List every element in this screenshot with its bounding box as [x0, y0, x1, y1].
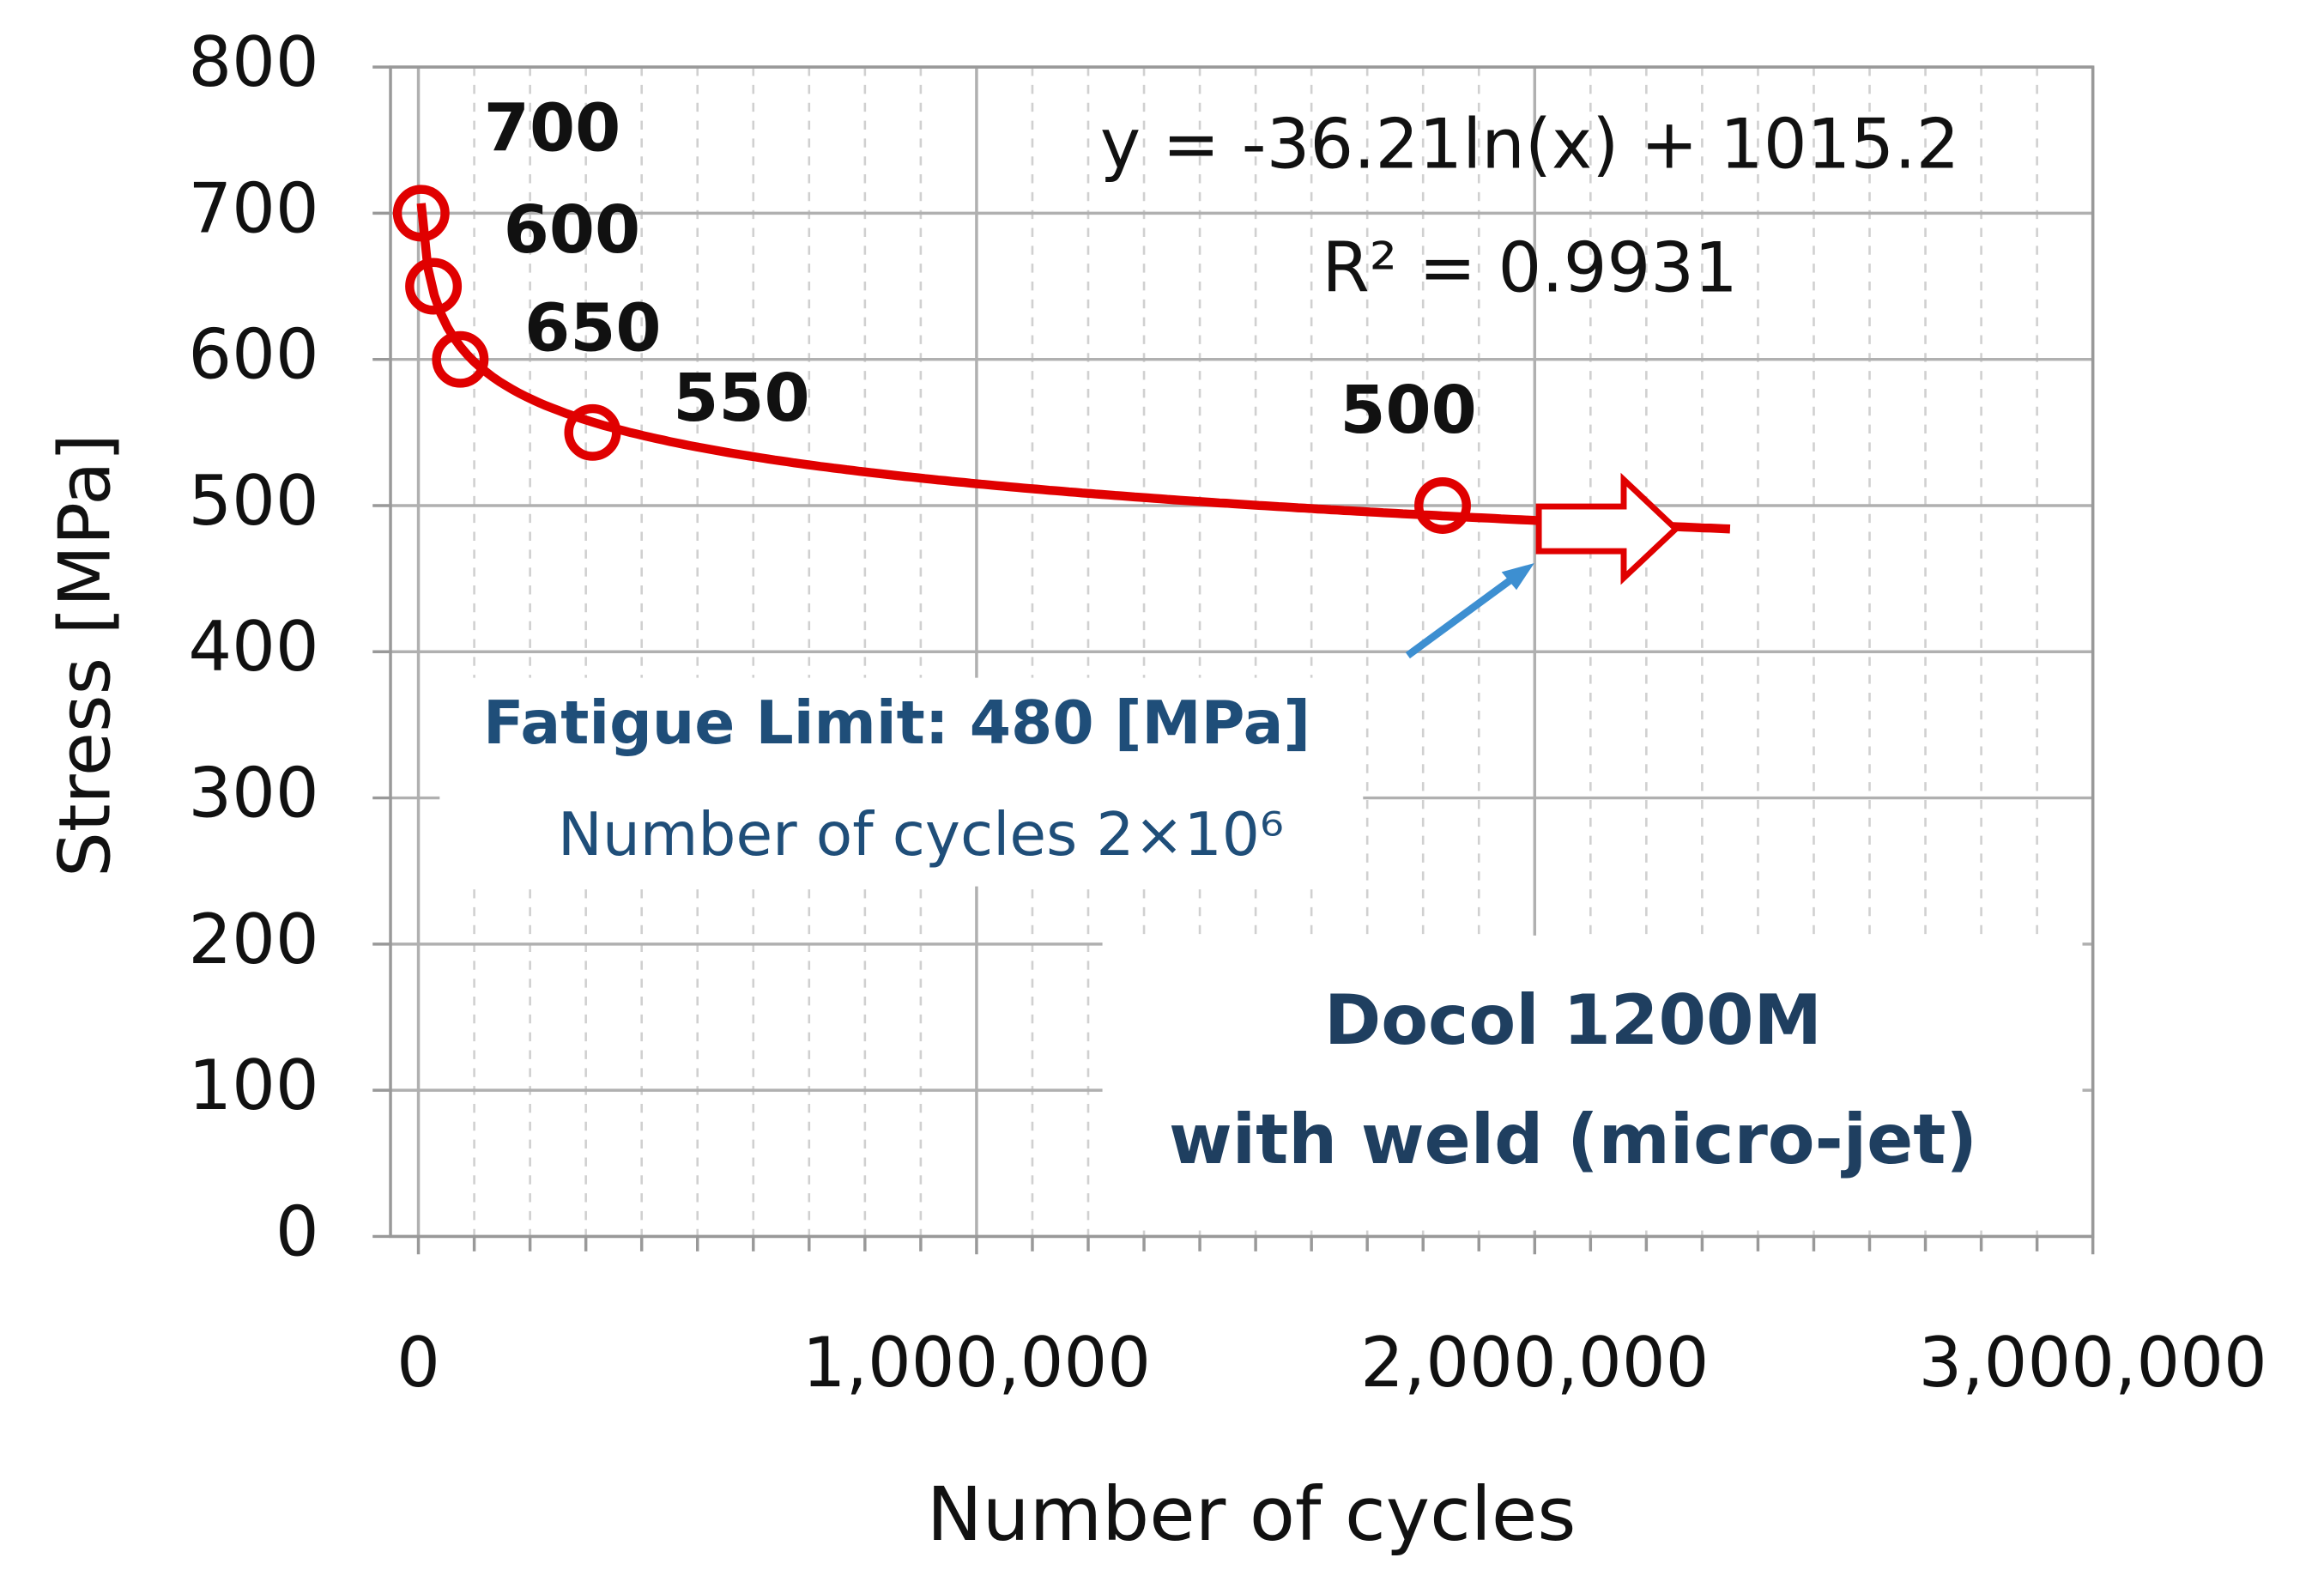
y-tick-label: 500	[188, 461, 318, 541]
x-tick-label: 0	[396, 1323, 440, 1403]
y-tick-label: 800	[188, 22, 318, 102]
trendline	[416, 203, 1731, 534]
label-box	[439, 677, 1364, 887]
x-axis-title: Number of cycles	[927, 1471, 1577, 1558]
y-tick-label: 200	[188, 900, 318, 979]
fatigue-title: Fatigue Limit: 480 [MPa]	[483, 689, 1310, 758]
point-annotation: 500	[1340, 373, 1476, 449]
material-label: Docol 1200M	[1324, 980, 1822, 1060]
y-tick-label: 400	[188, 607, 318, 687]
y-tick-label: 0	[275, 1191, 319, 1271]
label-box	[1102, 935, 2083, 1231]
trend-r-squared: R² = 0.9931	[1322, 228, 1737, 308]
data-point	[405, 258, 463, 315]
data-point	[432, 330, 489, 388]
point-annotation: 600	[504, 192, 640, 269]
x-tick-label: 1,000,000	[802, 1323, 1151, 1403]
pointer-arrow	[1405, 570, 1522, 659]
y-tick-label: 600	[188, 315, 318, 395]
x-tick-label: 2,000,000	[1360, 1323, 1709, 1403]
y-tick-label: 300	[188, 754, 318, 833]
x-tick-label: 3,000,000	[1919, 1323, 2267, 1403]
y-tick-label: 100	[188, 1046, 318, 1125]
point-annotation: 700	[484, 91, 620, 167]
trend-equation: y = -36.21ln(x) + 1015.2	[1100, 105, 1959, 185]
limit-arrow	[1535, 472, 1680, 585]
point-annotation: 650	[524, 290, 661, 367]
data-point	[564, 403, 621, 461]
plot-border	[389, 65, 2095, 1239]
material-label: with weld (micro-jet)	[1169, 1100, 1977, 1179]
y-tick-label: 700	[188, 168, 318, 248]
point-annotation: 550	[673, 361, 809, 437]
fatigue-subtitle: Number of cycles 2×10⁶	[558, 801, 1284, 870]
data-point	[392, 185, 450, 242]
data-point	[1414, 476, 1471, 534]
pointer-arrow-head	[1501, 563, 1534, 591]
y-axis-title: Stress [MPa]	[43, 433, 126, 877]
